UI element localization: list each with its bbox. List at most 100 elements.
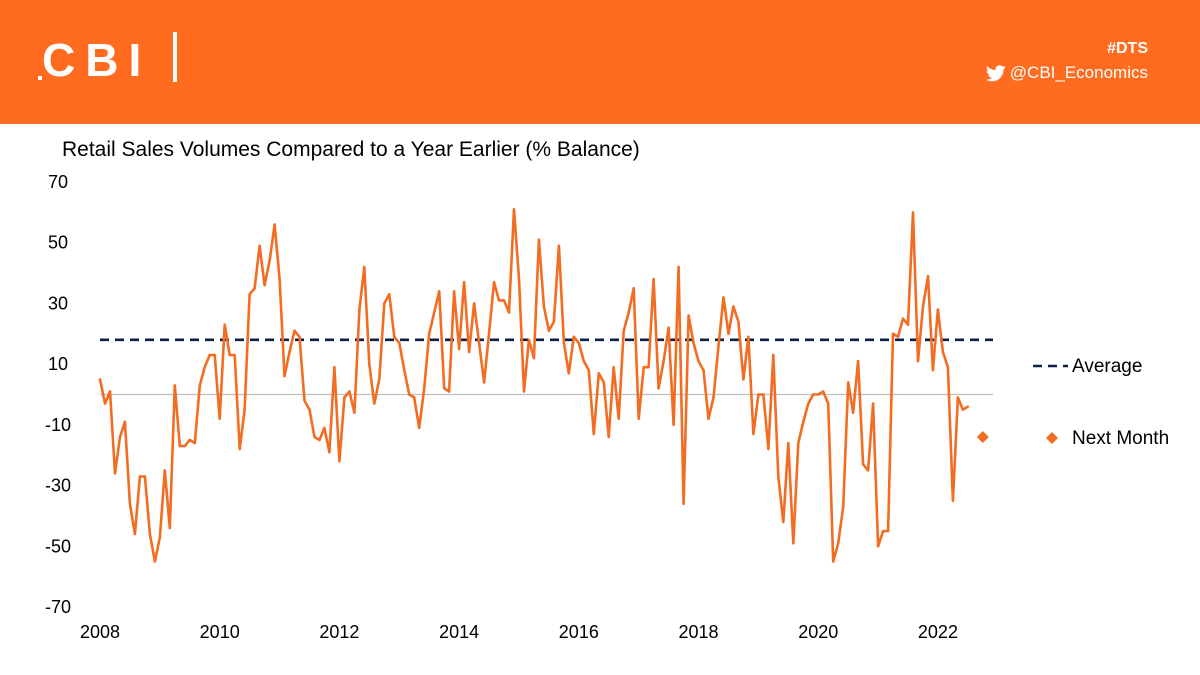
y-tick-label: 70 bbox=[48, 172, 68, 192]
next-month-marker bbox=[976, 431, 989, 443]
y-tick-label: 50 bbox=[48, 233, 68, 253]
data-point bbox=[861, 463, 865, 466]
data-point bbox=[597, 372, 600, 375]
x-tick-label: 2012 bbox=[319, 622, 359, 642]
data-point bbox=[403, 369, 406, 372]
data-point bbox=[123, 420, 127, 423]
data-point bbox=[328, 451, 331, 454]
data-point bbox=[423, 387, 426, 390]
data-point bbox=[582, 359, 585, 363]
data-point bbox=[537, 238, 541, 241]
data-point bbox=[707, 417, 710, 420]
x-tick-label: 2020 bbox=[798, 622, 838, 642]
data-point bbox=[886, 529, 890, 533]
data-point bbox=[522, 390, 526, 393]
data-point bbox=[612, 366, 615, 369]
data-point bbox=[777, 475, 780, 478]
x-tick-label: 2022 bbox=[918, 622, 958, 642]
data-point bbox=[502, 299, 506, 302]
data-point bbox=[956, 396, 960, 399]
data-point bbox=[378, 378, 381, 381]
y-tick-label: 10 bbox=[48, 354, 68, 374]
data-point bbox=[722, 296, 725, 299]
data-point bbox=[827, 402, 830, 405]
data-point bbox=[238, 447, 241, 451]
data-point bbox=[113, 472, 117, 475]
data-point bbox=[492, 281, 496, 284]
logo-text: CBI bbox=[42, 34, 151, 86]
data-point bbox=[333, 366, 336, 369]
data-point bbox=[482, 381, 486, 384]
hashtag: #DTS bbox=[1107, 40, 1148, 57]
y-tick-label: -10 bbox=[45, 415, 71, 435]
data-point bbox=[343, 396, 346, 399]
data-point bbox=[782, 520, 785, 524]
data-point bbox=[273, 223, 276, 226]
data-point bbox=[542, 305, 546, 308]
data-point bbox=[627, 311, 630, 314]
data-point bbox=[936, 308, 940, 311]
data-point bbox=[433, 311, 436, 314]
x-tick-label: 2016 bbox=[559, 622, 599, 642]
data-point bbox=[692, 341, 695, 345]
y-tick-label: 30 bbox=[48, 293, 68, 313]
data-point bbox=[951, 499, 955, 502]
data-point bbox=[866, 469, 870, 472]
cbi-logo: CBI bbox=[38, 32, 177, 86]
y-axis-ticks: 70 50 30 10 -10 -30 -50 -70 bbox=[45, 172, 71, 617]
legend-next-month-swatch bbox=[1046, 432, 1058, 444]
data-point bbox=[233, 353, 236, 357]
data-point bbox=[847, 381, 850, 384]
data-point bbox=[208, 353, 211, 357]
data-point bbox=[652, 277, 655, 281]
data-point bbox=[138, 475, 142, 478]
data-point bbox=[742, 378, 745, 381]
data-point bbox=[452, 290, 456, 293]
y-tick-label: -50 bbox=[45, 536, 71, 556]
data-point bbox=[647, 366, 650, 369]
x-tick-label: 2008 bbox=[80, 622, 120, 642]
data-point bbox=[193, 441, 196, 445]
data-point bbox=[223, 323, 226, 326]
data-point bbox=[118, 435, 122, 439]
data-point bbox=[128, 502, 132, 505]
twitter-handle[interactable]: @CBI_Economics bbox=[985, 63, 1148, 83]
data-point bbox=[767, 447, 770, 451]
x-axis-ticks: 2008 2010 2012 2014 2016 2018 2020 2022 bbox=[80, 622, 958, 642]
data-point bbox=[398, 341, 401, 345]
x-tick-label: 2014 bbox=[439, 622, 479, 642]
x-tick-label: 2010 bbox=[200, 622, 240, 642]
data-point bbox=[727, 332, 730, 335]
data-point bbox=[547, 329, 551, 332]
chart-title: Retail Sales Volumes Compared to a Year … bbox=[62, 138, 640, 161]
data-point bbox=[787, 441, 790, 445]
data-point bbox=[388, 293, 391, 296]
data-point bbox=[607, 435, 610, 439]
data-point bbox=[248, 293, 251, 296]
data-point bbox=[298, 335, 301, 338]
data-point bbox=[657, 387, 660, 390]
data-point bbox=[532, 356, 536, 360]
data-point bbox=[253, 287, 256, 290]
data-point bbox=[268, 259, 271, 263]
data-point bbox=[477, 341, 481, 345]
data-point bbox=[313, 435, 316, 439]
data-point bbox=[901, 317, 905, 320]
legend-next-month-label: Next Month bbox=[1072, 428, 1169, 449]
data-point bbox=[183, 444, 186, 448]
data-point bbox=[592, 432, 595, 436]
data-point bbox=[158, 536, 162, 539]
data-point bbox=[443, 387, 446, 390]
data-point bbox=[557, 244, 561, 247]
data-point bbox=[637, 417, 640, 420]
data-point bbox=[822, 390, 825, 393]
data-point bbox=[103, 402, 107, 405]
data-point bbox=[697, 359, 700, 363]
data-point bbox=[153, 560, 157, 563]
data-point bbox=[213, 353, 216, 357]
data-point bbox=[911, 211, 915, 214]
data-point bbox=[602, 381, 605, 384]
data-point bbox=[98, 378, 102, 381]
data-point bbox=[921, 305, 925, 308]
